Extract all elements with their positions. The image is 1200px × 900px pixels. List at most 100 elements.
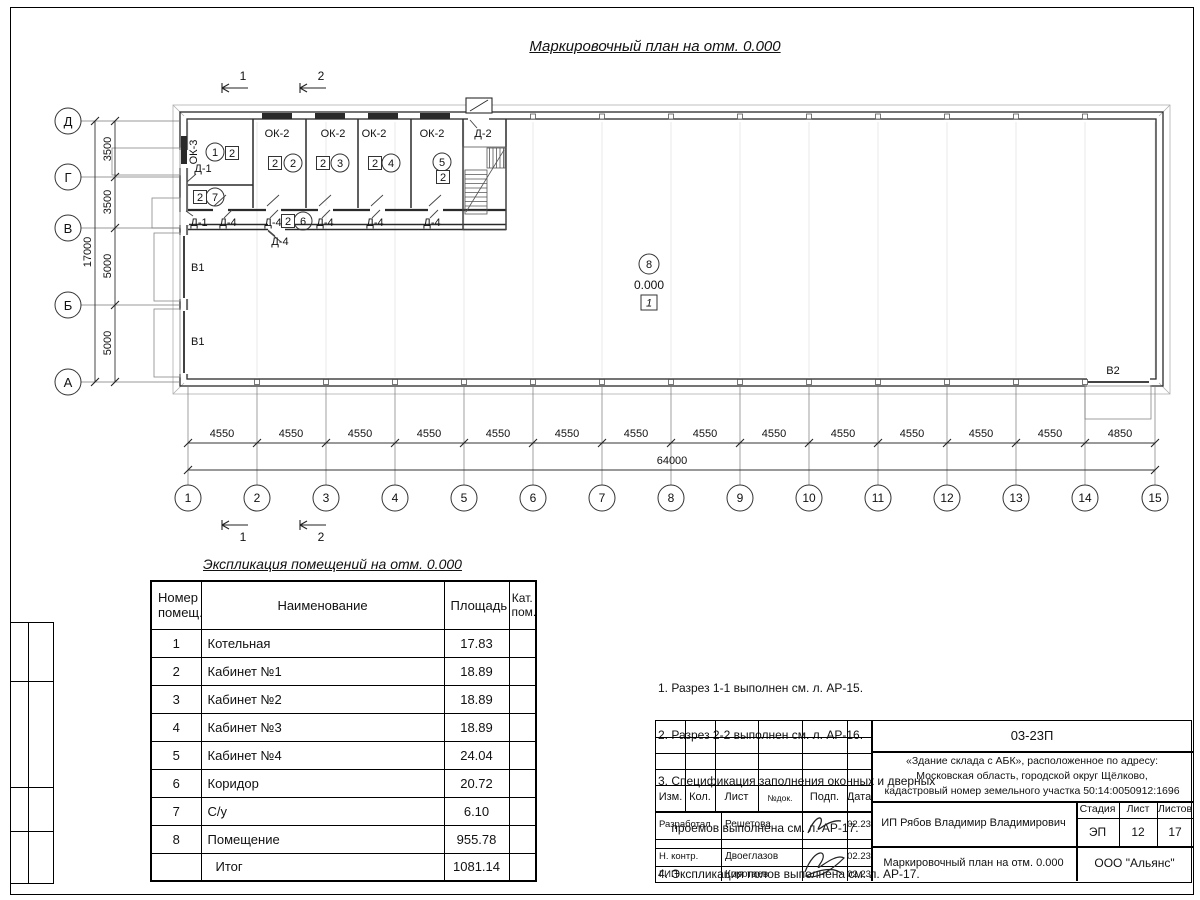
label-d4: Д-4 [271, 236, 288, 248]
bay-dim: 4550 [624, 428, 648, 440]
room-cat-cell [508, 852, 537, 882]
axis-number: 1 [185, 491, 192, 505]
tb-sheet-value: 12 [1131, 824, 1145, 839]
tb-line [721, 811, 722, 881]
label-v1: В1 [191, 262, 204, 274]
vestibule [465, 97, 493, 114]
axis-number: 8 [668, 491, 675, 505]
tb-line [715, 721, 716, 811]
section-marks [221, 83, 326, 530]
bay-dim: 4550 [693, 428, 717, 440]
bay-dim: 4550 [900, 428, 924, 440]
room-num-cell: 7 [150, 796, 202, 826]
room-num-cell: 4 [150, 712, 202, 742]
tb-date-ncontrol: 02.23 [847, 851, 871, 863]
axis-number: 4 [392, 491, 399, 505]
axis-number: 15 [1148, 491, 1162, 505]
room-num-cell: 8 [150, 824, 202, 854]
tb-line [1076, 818, 1193, 819]
table-row: 3 Кабинет №2 18.89 [150, 684, 537, 714]
category-mark: 2 [285, 216, 291, 228]
bay-dim: 4550 [486, 428, 510, 440]
tb-col-izm: Изм. [658, 791, 683, 804]
label-d1: Д-1 [190, 217, 207, 229]
tb-object-line: «Здание склада с АБК», расположенное по … [906, 755, 1158, 767]
side-stamp-line2 [11, 787, 53, 788]
room-number: 5 [439, 157, 445, 169]
room-area-cell: 24.04 [443, 740, 510, 770]
table-row: 2 Кабинет №1 18.89 [150, 656, 537, 686]
label-d4: Д-4 [366, 217, 383, 229]
room-name-cell: Кабинет №3 [200, 712, 445, 742]
room-cat-cell [508, 684, 537, 714]
room-area-cell: 20.72 [443, 768, 510, 798]
tb-doc-title: Маркировочный план на отм. 0.000 [883, 856, 1064, 869]
room-num-cell: 1 [150, 628, 202, 658]
tb-line [871, 751, 1193, 753]
category-mark: 2 [372, 158, 378, 170]
notes-block: 1. Разрез 1-1 выполнен см. л. АР-15. 2. … [658, 650, 935, 900]
signature-developer [807, 817, 842, 834]
category-mark: 2 [272, 158, 278, 170]
room-area-cell: 955.78 [443, 824, 510, 854]
dim-left-1: 3500 [102, 137, 114, 161]
axis-number: 3 [323, 491, 330, 505]
room-num-cell: 2 [150, 656, 202, 686]
note-line: 2. Разрез 2-2 выполнен см. л. АР-16. [658, 727, 864, 742]
room-number: 7 [212, 192, 218, 204]
label-ok2: ОК-2 [321, 128, 346, 140]
room-name-cell: Кабинет №1 [200, 656, 445, 686]
table-row: 1 Котельная 17.83 [150, 628, 537, 658]
section-mark-label: 2 [318, 530, 325, 544]
col-header-cat: Кат. пом. [508, 580, 537, 630]
tb-name-developer: Решетова [725, 818, 771, 830]
tb-name-gip: Коротаев [725, 868, 769, 880]
tb-line [656, 769, 871, 770]
tb-line [1076, 801, 1078, 881]
tb-object: «Здание склада с АБК», расположенное по … [874, 754, 1190, 800]
bay-dim: 4550 [762, 428, 786, 440]
table-row: 7 С/у 6.10 [150, 796, 537, 826]
room-num-cell [150, 852, 202, 882]
side-stamp-divider [28, 623, 29, 883]
axis-number: 12 [940, 491, 954, 505]
room-area-cell: 17.83 [443, 628, 510, 658]
building-walls [179, 111, 1164, 387]
room-number: 1 [212, 147, 218, 159]
label-ok3: ОК-3 [188, 140, 200, 165]
tb-sheets-value: 17 [1168, 824, 1182, 839]
tb-line [656, 839, 871, 840]
section-mark-label: 2 [318, 69, 325, 83]
explication-table: Номер помещ. Наименование Площадь Кат. п… [150, 580, 537, 882]
label-ok2: ОК-2 [420, 128, 445, 140]
tb-col-kol: Кол. [689, 791, 711, 804]
floor-type-box [640, 294, 658, 311]
bay-dim: 4550 [831, 428, 855, 440]
label-d1: Д-1 [194, 163, 211, 175]
tb-line [1119, 801, 1120, 846]
category-squares [193, 146, 450, 228]
room-num-cell: 6 [150, 768, 202, 798]
side-stamp-line1 [11, 681, 53, 682]
room-number: 2 [290, 158, 296, 170]
room-num-cell: 3 [150, 684, 202, 714]
room-area-cell: 18.89 [443, 656, 510, 686]
tb-role-ncontrol: Н. контр. [659, 851, 699, 863]
signature-gip [804, 852, 845, 878]
table-row: 8 Помещение 955.78 [150, 824, 537, 854]
col-header-area: Площадь [443, 580, 510, 630]
tb-name-ncontrol: Двоеглазов [725, 850, 779, 862]
left-dimensions: 3500 3500 5000 5000 17000 [81, 116, 180, 387]
page-title: Маркировочный план на отм. 0.000 [529, 38, 781, 55]
room-area-cell: 18.89 [443, 712, 510, 742]
section-mark-label: 1 [240, 530, 247, 544]
tb-line [656, 785, 871, 786]
bottom-dimensions: 4550 4550 4550 4550 4550 4550 4550 4550 … [183, 386, 1160, 485]
tb-line [656, 737, 871, 738]
axis-letter-b: Б [64, 298, 73, 313]
tb-line [656, 811, 871, 813]
title-block: Изм. Кол. Лист №док. Подп. Дата Разработ… [655, 720, 1193, 883]
tb-line [758, 721, 759, 811]
table-row: 4 Кабинет №3 18.89 [150, 712, 537, 742]
bay-dim: 4550 [348, 428, 372, 440]
